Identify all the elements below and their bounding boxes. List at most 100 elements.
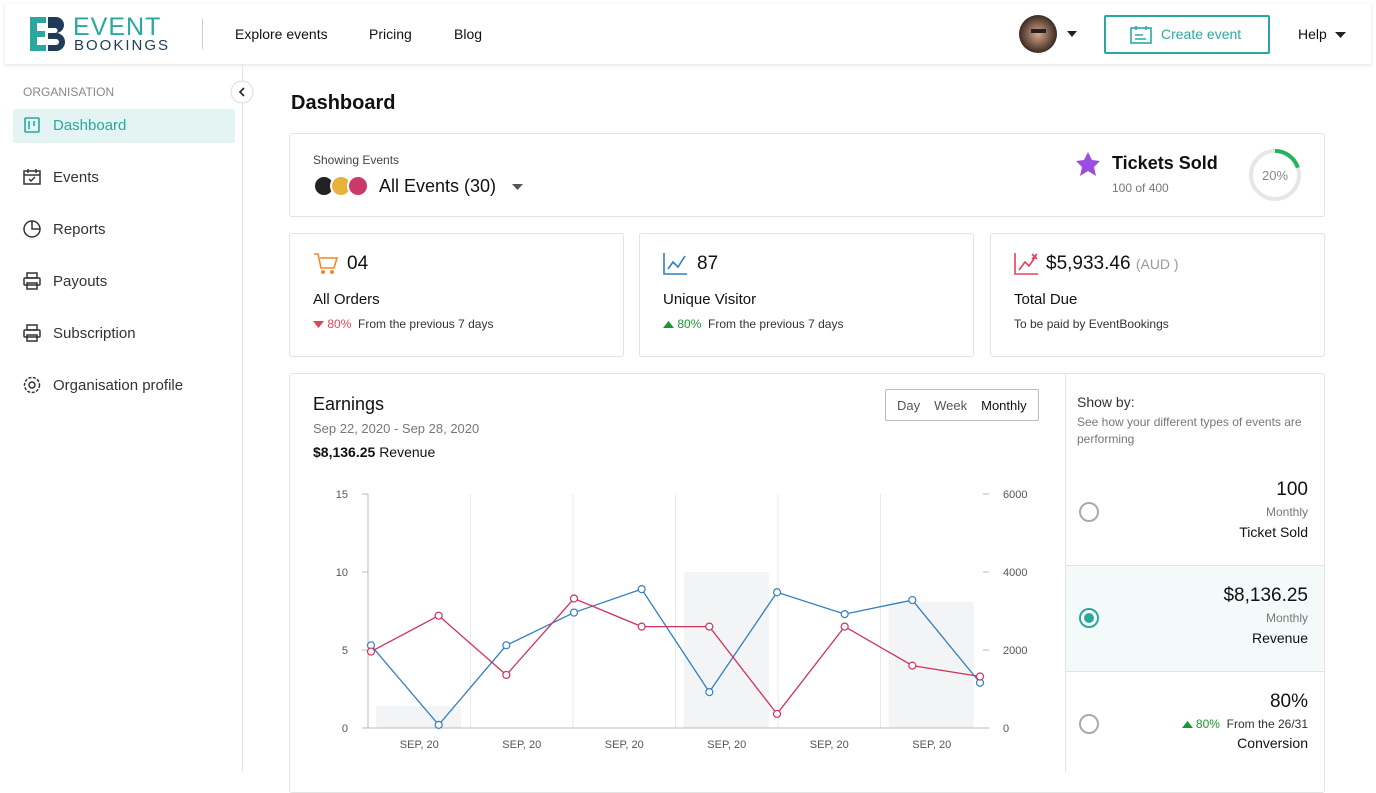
- sidebar-item[interactable]: Payouts: [53, 273, 108, 290]
- line-point: [840, 610, 849, 619]
- selected-option: [1066, 566, 1324, 671]
- nav-link[interactable]: Explore events: [235, 26, 328, 42]
- period-tab[interactable]: Day: [897, 397, 921, 413]
- due-icon: [1014, 253, 1038, 275]
- revenue-label: Revenue: [379, 444, 436, 460]
- line-point: [908, 661, 917, 670]
- y2-tick-label: 0: [1003, 723, 1009, 735]
- sidebar-item[interactable]: Subscription: [53, 325, 136, 342]
- help-menu[interactable]: Help: [1298, 26, 1327, 42]
- ring-arc: [1274, 149, 1300, 169]
- x-tick-label: SEP, 20: [912, 739, 951, 751]
- sidebar-icon: [24, 117, 40, 133]
- line-point: [908, 595, 917, 605]
- line-series: [370, 597, 981, 716]
- earnings-revenue: $8,136.25 Revenue: [313, 444, 435, 460]
- sidebar-item[interactable]: Organisation profile: [53, 377, 184, 394]
- stat-value: 04: [347, 253, 369, 274]
- nav-link[interactable]: Pricing: [369, 26, 412, 42]
- option-label: Ticket Sold: [1239, 524, 1308, 540]
- y-tick-label: 15: [336, 489, 348, 501]
- line-point: [637, 622, 646, 631]
- ticket-icon: [1076, 152, 1100, 176]
- sidebar-item[interactable]: Events: [53, 169, 99, 186]
- divider: [1065, 374, 1066, 772]
- logo-mark: [30, 17, 65, 51]
- option-label: Conversion: [1237, 735, 1308, 751]
- y2-tick-label: 6000: [1003, 489, 1027, 501]
- line-point: [502, 641, 511, 650]
- option-change: 80% From the 26/31: [1181, 717, 1308, 731]
- line-point: [705, 688, 714, 697]
- bar: [376, 706, 462, 728]
- cart-icon: [314, 253, 339, 274]
- logo-text: EVENT: [73, 13, 162, 41]
- create-label: Create event: [1161, 26, 1242, 42]
- stat-card: [289, 233, 624, 357]
- earnings-chart: 0 5 10 15 0 2000 4000 6000 SEP, 20 SEP, 20 SEP, 20…: [336, 489, 1028, 751]
- page: EVENT BOOKINGS Explore events Pricing Bl…: [5, 4, 1371, 793]
- stat-card: [639, 233, 974, 357]
- change-value: 80%: [327, 317, 352, 331]
- create-button[interactable]: [1104, 15, 1270, 54]
- change-value: 80%: [1195, 717, 1220, 731]
- showby-desc: See how your different types of events a…: [1077, 415, 1302, 446]
- period-tab[interactable]: Monthly: [981, 397, 1027, 413]
- bar: [683, 572, 769, 728]
- y2-tick-label: 4000: [1003, 567, 1027, 579]
- divider: [1066, 565, 1324, 566]
- chart-icon: [663, 253, 687, 275]
- stat-unit: (AUD ): [1135, 256, 1179, 272]
- x-tick-label: SEP, 20: [400, 739, 439, 751]
- nav-link[interactable]: Blog: [454, 26, 483, 42]
- option-period: Monthly: [1265, 611, 1308, 625]
- calendar-icon: [1130, 26, 1152, 44]
- earnings-range: Sep 22, 2020 - Sep 28, 2020: [313, 421, 480, 436]
- event-thumbs: [313, 175, 369, 197]
- filter-label: Showing Events: [313, 153, 400, 167]
- y-tick-label: 0: [342, 723, 348, 735]
- option-text: $8,136.25 Monthly Revenue: [1223, 585, 1308, 646]
- option-period: Monthly: [1265, 505, 1308, 519]
- x-tick-label: SEP, 20: [810, 739, 849, 751]
- line-point: [569, 608, 579, 617]
- stat-change: 80% From the previous 7 days: [313, 317, 493, 331]
- caret: [1335, 32, 1346, 38]
- filter-value[interactable]: All Events (30): [379, 176, 497, 196]
- radio-dot: [1084, 613, 1094, 623]
- option-text: 80% 80% From the 26/31 Conversion: [1181, 691, 1308, 751]
- earnings-title: Earnings: [313, 394, 385, 414]
- change-note: From the previous 7 days: [708, 317, 844, 331]
- bar: [888, 601, 974, 728]
- y2-tick-label: 2000: [1003, 645, 1027, 657]
- line-point: [705, 622, 714, 631]
- sidebar-item[interactable]: Reports: [53, 221, 106, 238]
- x-tick-label: SEP, 20: [605, 739, 644, 751]
- change-value: 80%: [677, 317, 702, 331]
- stat-label: Total Due: [1014, 291, 1078, 308]
- radio[interactable]: [1079, 714, 1099, 734]
- collapse-button[interactable]: [230, 80, 254, 104]
- line-point: [569, 594, 579, 603]
- filter-card: [289, 133, 1325, 217]
- sidebar: [5, 64, 243, 772]
- stat-value: $5,933.46 (AUD ): [1046, 253, 1179, 275]
- option-value: $8,136.25: [1223, 585, 1308, 606]
- divider: [1066, 671, 1324, 672]
- period-tabs: Day Week Monthly: [885, 389, 1039, 421]
- header: [5, 4, 1371, 64]
- period-tab[interactable]: Week: [934, 397, 968, 413]
- avatar[interactable]: [1018, 14, 1084, 54]
- line-series: [370, 588, 981, 726]
- change-note: From the previous 7 days: [358, 317, 494, 331]
- option-value: 80%: [1269, 691, 1308, 712]
- tickets-sub: 100 of 400: [1112, 181, 1169, 195]
- option-text: 100 Monthly Ticket Sold: [1239, 479, 1308, 540]
- y-tick-label: 10: [336, 567, 348, 579]
- tickets-title: Tickets Sold: [1112, 153, 1218, 173]
- radio[interactable]: [1079, 502, 1099, 522]
- line-point: [637, 585, 646, 594]
- line-point: [434, 611, 443, 620]
- sidebar-item[interactable]: Dashboard: [53, 117, 127, 134]
- stat-label: All Orders: [313, 291, 380, 308]
